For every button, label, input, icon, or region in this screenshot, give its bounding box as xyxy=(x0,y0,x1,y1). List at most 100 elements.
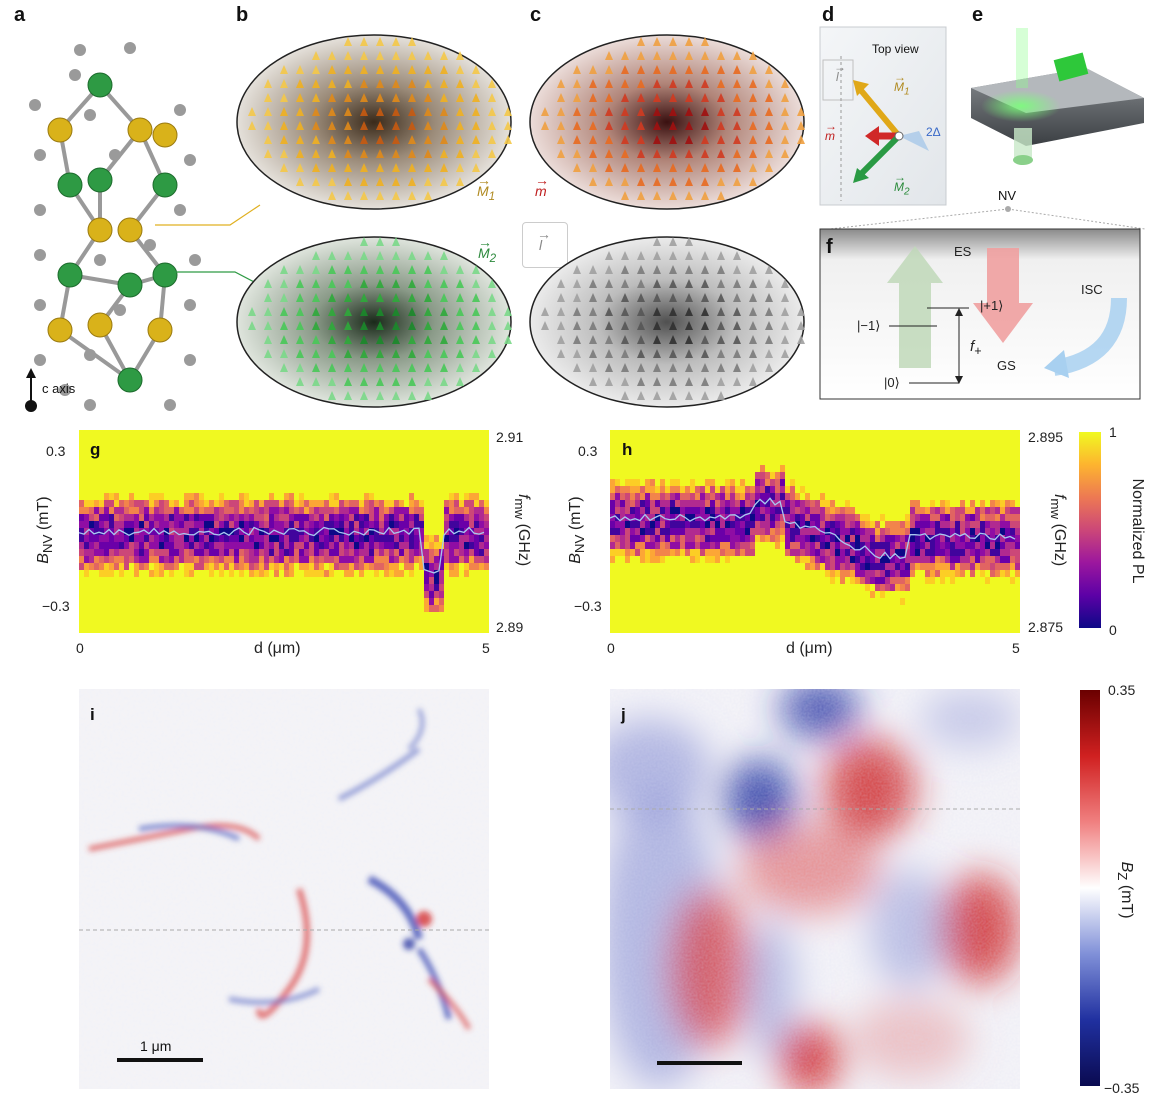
spin-cone xyxy=(376,163,384,172)
heatmap-cell xyxy=(800,549,805,556)
heatmap-cell xyxy=(354,430,359,437)
heatmap-cell xyxy=(680,605,685,612)
heatmap-cell xyxy=(815,598,820,605)
heatmap-cell xyxy=(805,528,810,535)
heatmap-cell xyxy=(915,584,920,591)
heatmap-cell xyxy=(364,556,369,563)
heatmap-cell xyxy=(755,626,760,633)
heatmap-cell xyxy=(925,437,930,444)
heatmap-cell xyxy=(309,493,314,500)
heatmap-cell xyxy=(845,479,850,486)
heatmap-h xyxy=(610,430,1020,633)
heatmap-cell xyxy=(890,514,895,521)
heatmap-cell xyxy=(354,507,359,514)
heatmap-cell xyxy=(795,479,800,486)
heatmap-cell xyxy=(780,556,785,563)
heatmap-cell xyxy=(89,563,94,570)
heatmap-cell xyxy=(610,577,615,584)
heatmap-cell xyxy=(329,521,334,528)
heatmap-cell xyxy=(785,528,790,535)
heatmap-cell xyxy=(139,626,144,633)
heatmap-cell xyxy=(469,563,474,570)
heatmap-cell xyxy=(615,570,620,577)
spin-cone xyxy=(392,307,400,316)
heatmap-cell xyxy=(880,584,885,591)
heatmap-cell xyxy=(89,542,94,549)
heatmap-cell xyxy=(740,493,745,500)
spin-cone xyxy=(797,121,805,130)
heatmap-cell xyxy=(284,577,289,584)
heatmap-cell xyxy=(720,521,725,528)
heatmap-cell xyxy=(690,472,695,479)
spin-cone xyxy=(717,191,725,200)
top-view-diagram xyxy=(819,26,947,206)
spin-cone xyxy=(248,107,256,116)
heatmap-cell xyxy=(925,542,930,549)
spin-cone xyxy=(701,335,709,344)
heatmap-cell xyxy=(389,626,394,633)
heatmap-cell xyxy=(319,542,324,549)
heatmap-cell xyxy=(660,437,665,444)
heatmap-cell xyxy=(189,507,194,514)
spin-cone xyxy=(504,107,512,116)
heatmap-cell xyxy=(399,521,404,528)
heatmap-cell xyxy=(199,521,204,528)
heatmap-cell xyxy=(239,577,244,584)
heatmap-cell xyxy=(705,444,710,451)
spin-cone xyxy=(781,121,789,130)
heatmap-cell xyxy=(890,493,895,500)
heatmap-cell xyxy=(319,500,324,507)
heatmap-cell xyxy=(925,444,930,451)
spin-cone xyxy=(424,377,432,386)
heatmap-cell xyxy=(474,528,479,535)
heatmap-cell xyxy=(910,514,915,521)
heatmap-cell xyxy=(665,584,670,591)
heatmap-cell xyxy=(209,528,214,535)
heatmap-cell xyxy=(715,598,720,605)
heatmap-cell xyxy=(660,528,665,535)
heatmap-cell xyxy=(464,458,469,465)
heatmap-cell xyxy=(795,486,800,493)
heatmap-cell xyxy=(199,465,204,472)
heatmap-cell xyxy=(324,465,329,472)
panel-f-label: f xyxy=(826,236,833,258)
heatmap-cell xyxy=(109,500,114,507)
heatmap-cell xyxy=(99,493,104,500)
heatmap-cell xyxy=(254,535,259,542)
spin-cone xyxy=(312,135,320,144)
heatmap-cell xyxy=(379,437,384,444)
heatmap-cell xyxy=(304,458,309,465)
heatmap-cell xyxy=(680,591,685,598)
heatmap-cell xyxy=(830,451,835,458)
heatmap-cell xyxy=(915,437,920,444)
heatmap-cell xyxy=(149,584,154,591)
heatmap-cell xyxy=(845,437,850,444)
spin-cone xyxy=(472,163,480,172)
heatmap-cell xyxy=(775,444,780,451)
heatmap-cell xyxy=(249,444,254,451)
heatmap-cell xyxy=(880,479,885,486)
heatmap-cell xyxy=(214,493,219,500)
spin-cone xyxy=(653,307,661,316)
heatmap-cell xyxy=(94,444,99,451)
heatmap-cell xyxy=(830,507,835,514)
heatmap-cell xyxy=(865,535,870,542)
heatmap-cell xyxy=(219,486,224,493)
heatmap-cell xyxy=(179,486,184,493)
spin-cone xyxy=(557,293,565,302)
heatmap-cell xyxy=(905,577,910,584)
heatmap-cell xyxy=(224,542,229,549)
heatmap-cell xyxy=(835,493,840,500)
heatmap-cell xyxy=(189,612,194,619)
heatmap-cell xyxy=(750,444,755,451)
heatmap-cell xyxy=(274,458,279,465)
spin-cone xyxy=(717,349,725,358)
heatmap-cell xyxy=(610,556,615,563)
heatmap-cell xyxy=(635,626,640,633)
heatmap-cell xyxy=(449,570,454,577)
heatmap-cell xyxy=(920,577,925,584)
heatmap-cell xyxy=(860,549,865,556)
heatmap-cell xyxy=(830,514,835,521)
heatmap-cell xyxy=(690,549,695,556)
heatmap-cell xyxy=(384,458,389,465)
